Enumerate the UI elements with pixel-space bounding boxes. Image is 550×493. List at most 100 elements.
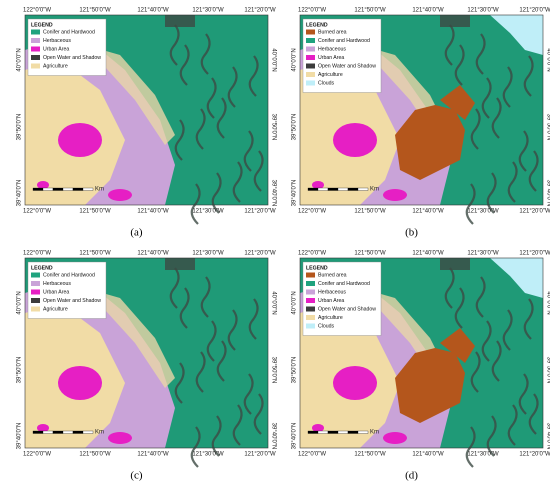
map-panel: 122°0'0"W 122°0'0"W 121°50'0"W 121°50'0"W 12…	[17, 251, 276, 468]
urban-area	[383, 189, 407, 201]
legend-swatch	[31, 55, 40, 60]
lat-label-right: 40°0'0"N	[545, 48, 550, 71]
lon-label-top: 122°0'0"W	[23, 251, 51, 257]
lon-label-bottom: 121°40'0"W	[412, 209, 444, 215]
lon-label-top: 121°20'0"W	[519, 8, 550, 14]
legend-label: Herbaceous	[43, 38, 71, 44]
agriculture-strip	[85, 288, 175, 388]
legend-swatch	[306, 63, 315, 69]
legend-swatch	[306, 315, 315, 320]
lon-label-top: 121°30'0"W	[467, 8, 499, 14]
scale-bar-segment	[327, 430, 339, 434]
legend-label: Conifer and Hardwood	[43, 29, 95, 35]
legend-label: Urban Area	[318, 298, 344, 304]
legend-box	[27, 261, 107, 319]
lon-label-top: 121°30'0"W	[192, 251, 224, 257]
urban-area	[383, 432, 407, 444]
shadow-streak	[248, 298, 259, 340]
map-panel: 122°0'0"W 122°0'0"W 121°50'0"W 121°50'0"W 12…	[292, 251, 550, 468]
lon-label-bottom: 121°50'0"W	[354, 452, 386, 458]
legend-swatch	[306, 272, 315, 278]
shadow-streak	[253, 393, 264, 435]
lon-label-top: 121°20'0"W	[244, 8, 276, 14]
shadow-streak	[169, 267, 180, 309]
scale-bar-segment	[307, 187, 319, 191]
legend-label: Burned area	[318, 29, 347, 35]
shadow-patch	[440, 15, 470, 27]
scale-bar-segment	[82, 187, 94, 191]
lat-label-left: 40°0'0"N	[292, 291, 298, 314]
legend-title: LEGEND	[31, 22, 53, 28]
scale-bar-segment	[82, 430, 94, 434]
legend-box	[302, 261, 382, 336]
shadow-streak	[248, 55, 259, 97]
lon-label-top: 122°0'0"W	[298, 8, 326, 14]
burned-area	[395, 105, 465, 180]
shadow-streak	[195, 108, 206, 150]
lon-label-bottom: 121°20'0"W	[519, 209, 550, 215]
shadow-streak	[507, 161, 518, 203]
lon-label-bottom: 121°20'0"W	[244, 209, 276, 215]
lon-label-top: 121°40'0"W	[412, 251, 444, 257]
lat-label-right: 39°50'0"N	[545, 357, 550, 384]
lon-label-bottom: 122°0'0"W	[23, 209, 51, 215]
lon-label-bottom: 122°0'0"W	[298, 209, 326, 215]
scale-bar-segment	[337, 430, 349, 434]
shadow-streak	[206, 320, 217, 362]
legend-label: Agriculture	[318, 315, 343, 321]
lon-label-top: 121°30'0"W	[192, 8, 224, 14]
shadow-streak	[454, 44, 465, 86]
scale-bar-segment	[347, 187, 359, 191]
lon-label-top: 121°50'0"W	[354, 8, 386, 14]
shadow-streak	[465, 183, 476, 225]
lon-label-bottom: 121°20'0"W	[244, 452, 276, 458]
urban-area	[312, 424, 324, 432]
scale-bar-segment	[42, 187, 54, 191]
legend-label: Urban Area	[43, 46, 69, 52]
scale-unit: Km	[370, 430, 379, 436]
lat-label-left: 39°50'0"N	[292, 114, 298, 141]
lat-label-right: 39°40'0"N	[270, 180, 276, 207]
shadow-streak	[491, 340, 502, 382]
shadow-streak	[216, 97, 227, 139]
lat-label-right: 40°0'0"N	[270, 291, 276, 314]
scale-bar-segment	[327, 187, 339, 191]
scale-unit: Km	[95, 430, 104, 436]
legend-title: LEGEND	[306, 265, 328, 271]
lon-label-top: 121°50'0"W	[79, 251, 111, 257]
legend-label: Conifer and Hardwood	[43, 272, 95, 278]
lon-label-top: 121°20'0"W	[519, 251, 550, 257]
legend-swatch	[31, 289, 40, 295]
lon-label-top: 121°50'0"W	[79, 8, 111, 14]
legend-label: Open Water and Shadow	[318, 306, 376, 312]
legend-swatch	[31, 46, 40, 52]
shadow-streak	[523, 298, 534, 340]
map-frame	[24, 257, 269, 449]
burned-area	[440, 85, 475, 120]
lat-label-right: 39°50'0"N	[270, 357, 276, 384]
lon-label-top: 121°40'0"W	[412, 8, 444, 14]
legend-title: LEGEND	[306, 22, 328, 28]
scale-unit: Km	[370, 187, 379, 193]
lat-label-right: 39°50'0"N	[270, 114, 276, 141]
legend-label: Conifer and Hardwood	[318, 38, 370, 44]
shadow-streak	[502, 66, 513, 108]
urban-area	[37, 424, 49, 432]
legend-label: Herbaceous	[43, 281, 71, 287]
legend-swatch	[306, 80, 315, 86]
legend-label: Clouds	[318, 323, 335, 329]
lat-label-right: 39°40'0"N	[270, 423, 276, 450]
legend-swatch	[306, 46, 315, 52]
legend-box	[27, 18, 107, 76]
lat-label-left: 39°40'0"N	[292, 180, 298, 207]
legend-label: Open Water and Shadow	[43, 298, 101, 304]
lat-label-left: 39°40'0"N	[17, 423, 23, 450]
lat-label-right: 39°40'0"N	[545, 423, 550, 450]
clouds	[490, 15, 543, 55]
shadow-streak	[179, 44, 190, 86]
lat-label-left: 39°50'0"N	[17, 114, 23, 141]
legend-swatch	[306, 323, 315, 329]
shadow-streak	[502, 309, 513, 351]
legend-label: Clouds	[318, 80, 335, 86]
burned-area	[440, 328, 475, 363]
